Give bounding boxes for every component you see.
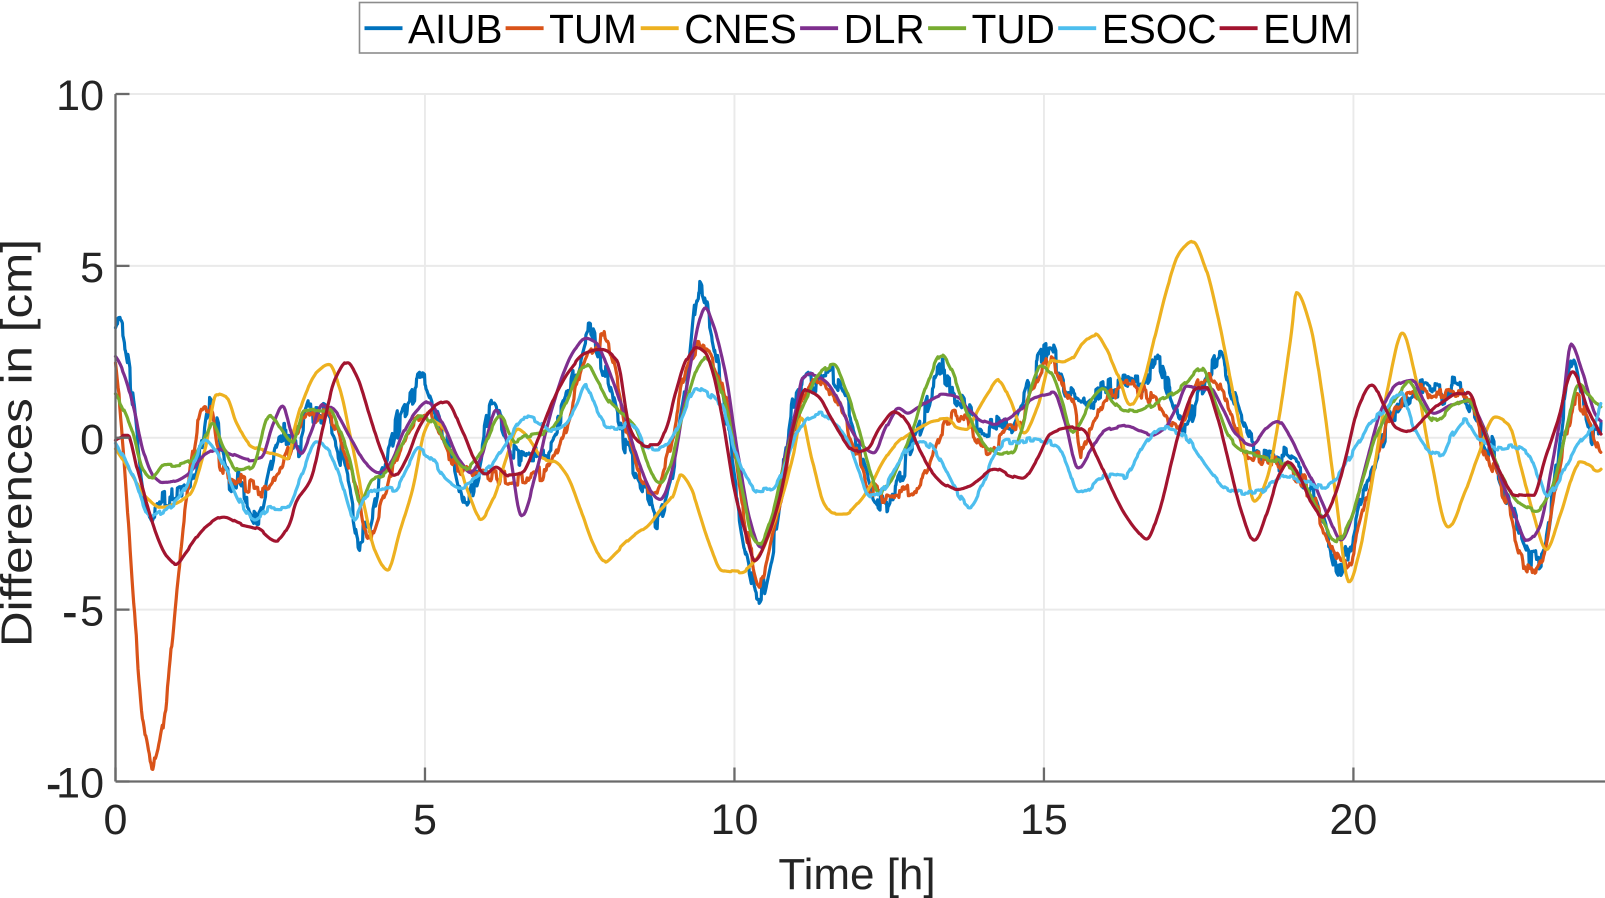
svg-text:ESOC: ESOC	[1102, 6, 1217, 52]
svg-text:Time [h]: Time [h]	[778, 850, 935, 898]
svg-text:0: 0	[80, 416, 104, 464]
svg-text:DLR: DLR	[844, 6, 925, 52]
svg-text:0: 0	[104, 796, 128, 844]
svg-text:10: 10	[711, 796, 759, 844]
svg-text:AIUB: AIUB	[408, 6, 503, 52]
svg-text:CNES: CNES	[684, 6, 797, 52]
svg-text:5: 5	[80, 588, 104, 636]
svg-text:10: 10	[56, 72, 104, 120]
svg-text:5: 5	[413, 796, 437, 844]
svg-text:15: 15	[1020, 796, 1068, 844]
svg-text:Differences in [cm]: Differences in [cm]	[0, 239, 42, 647]
svg-text:TUD: TUD	[972, 6, 1055, 52]
svg-text:20: 20	[1329, 796, 1377, 844]
svg-text:10: 10	[56, 760, 104, 808]
svg-text:EUM: EUM	[1263, 6, 1353, 52]
svg-text:5: 5	[80, 244, 104, 292]
svg-text:TUM: TUM	[549, 6, 637, 52]
